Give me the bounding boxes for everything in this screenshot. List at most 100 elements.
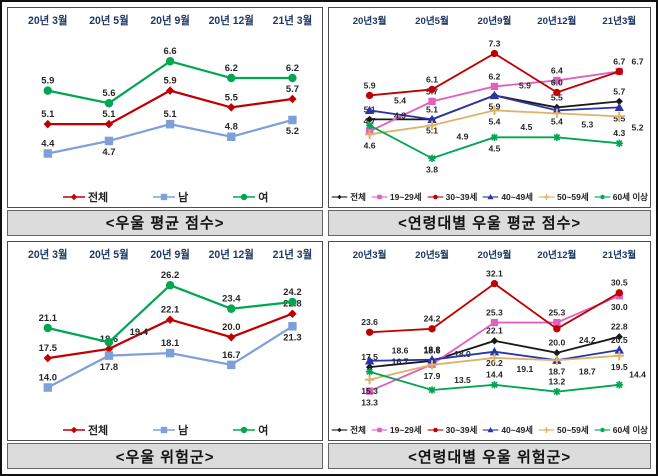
data-label: 19.5	[611, 361, 628, 371]
data-label: 17.9	[424, 371, 441, 381]
avg-score-by-age-title: <연령대별 우울 평균 점수>	[328, 209, 651, 236]
data-label: 25.3	[549, 307, 566, 317]
data-label: 14.4	[486, 369, 503, 379]
data-label: 5.9	[41, 75, 54, 86]
data-label: 7.3	[489, 38, 501, 48]
avg-score-by-age-plot: 20년3월 20년5월 20년9월 20년12월 21년3월 5.1 5.1 5.9 5.5 5.…	[353, 15, 644, 174]
x-axis-label: 20년 5월	[89, 248, 128, 261]
data-label: 4.7	[102, 147, 115, 158]
legend-label: 19~29세	[389, 425, 422, 435]
marker-diamond-icon	[331, 427, 348, 433]
data-label: 6.4	[551, 65, 563, 75]
marker-square-icon	[153, 193, 176, 200]
data-label: 5.9	[519, 80, 531, 90]
data-label: 30.0	[611, 301, 628, 311]
data-label: 4.9	[457, 132, 469, 142]
data-label: 6.0	[551, 77, 563, 87]
x-axis-label: 20년 9월	[150, 248, 189, 261]
legend-label: 전체	[350, 425, 366, 435]
data-label: 32.1	[486, 268, 503, 278]
data-label: 5.4	[551, 117, 563, 127]
marker-plus-icon	[538, 427, 555, 433]
data-label: 6.7	[632, 56, 644, 66]
avg-score-title: <우울 평균 점수>	[7, 209, 324, 236]
legend-label: 60세 이상	[612, 191, 648, 202]
legend-label: 40~49세	[501, 191, 534, 202]
chart-risk-group-by-age: 20년3월20년5월20년9월20년12월21년3월17.518.622.120…	[328, 240, 651, 441]
x-axis-label: 20년 3월	[28, 248, 67, 261]
x-axis-label: 20년9월	[478, 249, 512, 261]
risk-group-title: <우울 위험군>	[7, 443, 324, 469]
data-label: 5.2	[286, 126, 299, 137]
marker-circle-icon	[233, 193, 256, 200]
legend-label: 50~59세	[557, 191, 589, 202]
data-label: 5.2	[632, 123, 644, 133]
data-label: 5.5	[225, 92, 239, 103]
marker-triangle-icon	[483, 193, 499, 199]
data-label: 5.1	[426, 104, 438, 114]
legend-item: 여	[232, 422, 268, 438]
marker-circle-icon	[427, 427, 443, 433]
data-label: 24.2	[424, 313, 441, 323]
data-label: 5.6	[102, 88, 115, 99]
data-label: 17.8	[100, 361, 118, 372]
x-axis-label: 20년3월	[353, 15, 387, 27]
marker-plus-icon	[538, 193, 555, 200]
legend-item: 여	[232, 189, 268, 205]
legend-label: 40~49세	[501, 425, 534, 435]
data-label: 4.4	[41, 138, 55, 149]
data-label: 24.2	[579, 335, 596, 345]
data-label: 6.2	[286, 63, 299, 74]
data-label: 5.9	[364, 80, 376, 90]
legend-item: 30~39세	[427, 191, 477, 203]
data-label: 21.3	[283, 332, 301, 343]
data-label: 5.7	[614, 86, 626, 96]
data-label: 22.1	[486, 325, 503, 335]
marker-square-icon	[371, 194, 388, 199]
marker-diamond-icon	[62, 193, 85, 200]
panel-risk-group-by-age: 20년3월20년5월20년9월20년12월21년3월17.518.622.120…	[328, 240, 651, 469]
legend-item: 50~59세	[538, 191, 589, 203]
data-label: 20.2	[486, 357, 503, 367]
x-axis-label: 20년3월	[353, 249, 387, 261]
data-label: 21.1	[39, 312, 58, 323]
data-label: 5.7	[286, 84, 299, 95]
data-label: 23.6	[361, 317, 378, 327]
data-label: 4.3	[614, 128, 626, 138]
data-label: 4.6	[364, 141, 376, 151]
panel-avg-score-by-age: 20년3월 20년5월 20년9월 20년12월 21년3월 5.1 5.1 5.9 5.5 5.…	[328, 7, 651, 236]
marker-diamond-icon	[62, 426, 85, 434]
legend-label: 남	[178, 191, 189, 204]
legend-label: 전체	[350, 191, 366, 202]
legend-item: 전체	[331, 424, 366, 436]
x-axis-label: 20년 9월	[150, 14, 189, 27]
marker-triangle-icon	[483, 427, 499, 433]
data-label: 6.7	[614, 56, 626, 66]
legend-label: 여	[258, 425, 269, 437]
data-label: 17.5	[39, 342, 58, 353]
data-label: 5.9	[164, 75, 177, 86]
legend-item: 남	[152, 189, 188, 205]
marker-square-icon	[153, 426, 176, 434]
x-axis-label: 21년3월	[603, 249, 637, 261]
data-label: 15.3	[361, 385, 378, 395]
data-label: 25.3	[486, 307, 503, 317]
data-label: 4.8	[225, 122, 238, 133]
data-label: 23.4	[222, 293, 241, 304]
risk-group-by-age-plot: 20년3월20년5월20년9월20년12월21년3월17.518.622.120…	[353, 249, 646, 407]
data-label: 13.3	[361, 397, 378, 407]
data-label: 4.9	[394, 110, 406, 120]
x-axis-label: 21년 3월	[273, 14, 312, 27]
x-axis-label: 20년 5월	[89, 14, 128, 27]
legend-label: 전체	[87, 191, 109, 204]
data-label: 18.7	[579, 366, 596, 376]
marker-circle-icon	[233, 426, 256, 434]
legend-item: 60세 이상	[594, 191, 648, 203]
legend-item: 40~49세	[482, 424, 533, 436]
data-label: 20.0	[222, 322, 240, 333]
data-label: 16.7	[222, 349, 240, 360]
data-label: 6.2	[225, 63, 238, 74]
legend-label: 30~39세	[445, 425, 478, 435]
